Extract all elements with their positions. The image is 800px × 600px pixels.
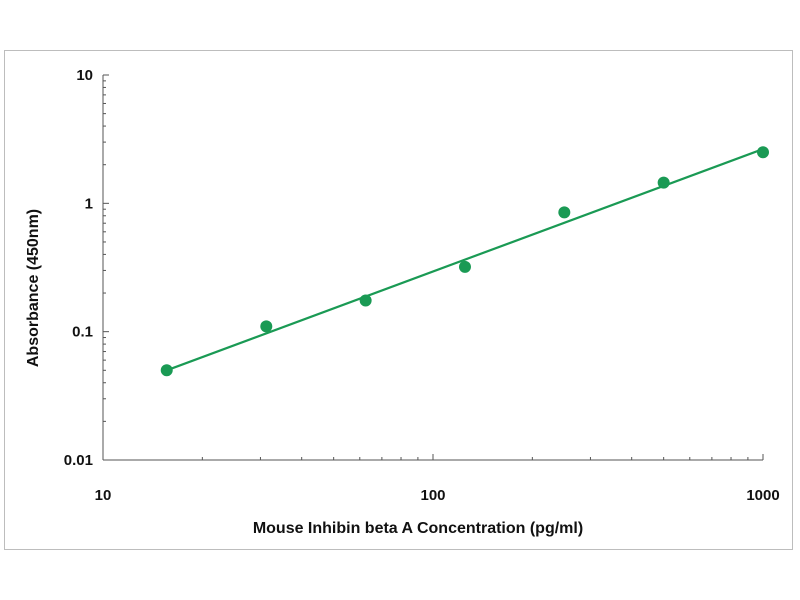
y-tick-label: 0.01: [64, 452, 93, 469]
data-point: [160, 364, 173, 377]
data-points-group: [160, 146, 769, 377]
trendline-group: [166, 147, 764, 372]
x-axis-title: Mouse Inhibin beta A Concentration (pg/m…: [253, 520, 583, 537]
trendline: [166, 147, 764, 372]
data-point: [757, 146, 769, 159]
data-point: [359, 294, 372, 307]
chart-frame: [4, 50, 793, 550]
y-axis-title: Absorbance (450nm): [25, 209, 42, 367]
data-point: [458, 260, 471, 273]
x-tick-label: 100: [420, 487, 445, 504]
axes: [102, 74, 764, 461]
tick-labels-group: 0.01 0.1 1 10 10 100 1000: [64, 67, 780, 504]
y-tick-label: 1: [85, 195, 93, 212]
x-tick-label: 1000: [746, 487, 779, 504]
data-point: [260, 320, 273, 333]
data-point: [558, 206, 571, 219]
y-tick-label: 10: [76, 67, 93, 84]
x-tick-label: 10: [95, 487, 112, 504]
y-tick-label: 0.1: [72, 324, 93, 341]
data-point: [657, 176, 670, 189]
